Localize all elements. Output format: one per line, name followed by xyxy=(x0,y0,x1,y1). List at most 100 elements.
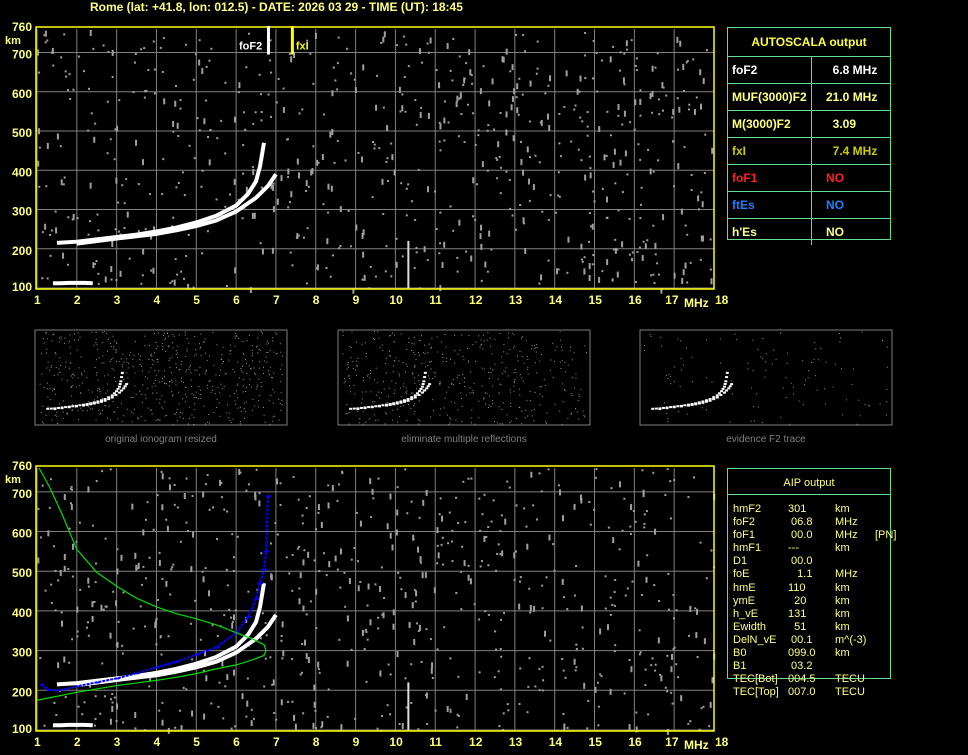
noise-dot xyxy=(69,487,72,490)
noise-dot xyxy=(43,724,46,727)
noise-dot xyxy=(761,358,763,360)
trace-dot xyxy=(374,405,378,408)
noise-dot xyxy=(673,272,676,279)
noise-dot xyxy=(200,389,202,391)
noise-dot xyxy=(690,188,693,191)
noise-dot xyxy=(354,393,356,395)
noise-dot xyxy=(544,630,547,637)
noise-dot xyxy=(281,404,283,406)
noise-dot xyxy=(226,584,229,587)
noise-dot xyxy=(45,185,48,188)
noise-dot xyxy=(700,235,703,242)
noise-dot xyxy=(652,170,655,173)
noise-dot xyxy=(502,712,505,715)
noise-dot xyxy=(169,357,171,359)
y-tick-label: 100 xyxy=(12,722,32,736)
noise-dot xyxy=(50,399,52,401)
noise-dot xyxy=(261,386,263,388)
noise-dot xyxy=(149,344,151,346)
noise-dot xyxy=(245,390,247,392)
noise-dot xyxy=(709,268,712,271)
noise-dot xyxy=(386,157,389,160)
noise-dot xyxy=(98,409,100,411)
noise-dot xyxy=(536,346,538,348)
noise-dot xyxy=(95,562,98,565)
noise-dot xyxy=(340,724,343,731)
noise-dot xyxy=(76,386,78,388)
noise-dot xyxy=(258,367,260,369)
noise-dot xyxy=(446,361,448,363)
noise-dot xyxy=(540,274,543,281)
noise-dot xyxy=(470,74,473,77)
noise-dot xyxy=(508,337,510,339)
noise-dot xyxy=(398,723,401,726)
noise-dot xyxy=(62,400,64,402)
noise-dot xyxy=(331,129,334,136)
aip-output-box: AIP output xyxy=(727,468,891,679)
noise-dot xyxy=(606,110,609,113)
noise-dot xyxy=(411,342,413,344)
noise-dot xyxy=(469,392,471,394)
noise-dot xyxy=(224,205,227,208)
noise-dot xyxy=(417,728,420,731)
noise-dot xyxy=(562,383,564,385)
noise-dot xyxy=(449,69,452,72)
noise-dot xyxy=(107,390,109,392)
noise-dot xyxy=(856,423,858,425)
noise-dot xyxy=(601,270,604,273)
noise-dot xyxy=(49,387,51,389)
noise-dot xyxy=(260,331,262,333)
noise-dot xyxy=(356,365,358,367)
noise-dot xyxy=(177,134,180,137)
trace-dot xyxy=(117,391,121,394)
noise-dot xyxy=(242,172,245,175)
noise-dot xyxy=(465,394,467,396)
aip-unit: TECU xyxy=(835,686,865,699)
noise-dot xyxy=(161,378,163,380)
noise-dot xyxy=(105,392,107,394)
noise-dot xyxy=(416,388,418,390)
noise-dot xyxy=(236,384,238,386)
noise-dot xyxy=(208,159,211,166)
noise-dot xyxy=(464,521,467,524)
noise-dot xyxy=(297,172,300,179)
noise-dot xyxy=(355,511,358,514)
noise-dot xyxy=(492,369,494,371)
noise-dot xyxy=(839,337,841,339)
noise-dot xyxy=(611,278,614,281)
noise-dot xyxy=(51,47,54,54)
noise-dot xyxy=(486,169,489,172)
noise-dot xyxy=(269,350,271,352)
noise-dot xyxy=(237,397,239,399)
noise-dot xyxy=(406,393,408,395)
noise-dot xyxy=(250,720,253,727)
noise-dot xyxy=(77,410,79,412)
noise-dot xyxy=(699,541,702,544)
noise-dot xyxy=(272,337,274,339)
noise-dot xyxy=(55,366,57,368)
noise-dot xyxy=(503,370,505,372)
noise-dot xyxy=(73,339,75,341)
noise-dot xyxy=(622,77,625,84)
noise-dot xyxy=(485,403,487,405)
noise-dot xyxy=(692,58,695,61)
noise-dot xyxy=(157,332,159,334)
noise-dot xyxy=(180,364,182,366)
noise-dot xyxy=(49,254,52,257)
noise-dot xyxy=(635,57,638,60)
noise-dot xyxy=(363,648,366,651)
noise-dot xyxy=(569,346,571,348)
noise-dot xyxy=(182,417,184,419)
noise-dot xyxy=(493,676,496,679)
noise-dot xyxy=(267,351,269,353)
noise-dot xyxy=(576,411,578,413)
noise-dot xyxy=(815,348,817,350)
aip-trace-point xyxy=(114,677,120,680)
noise-dot xyxy=(539,121,542,124)
noise-dot xyxy=(230,616,233,619)
noise-dot xyxy=(121,184,124,187)
noise-dot xyxy=(239,421,241,423)
noise-dot xyxy=(431,662,434,669)
noise-dot xyxy=(347,363,349,365)
noise-dot xyxy=(63,176,66,179)
